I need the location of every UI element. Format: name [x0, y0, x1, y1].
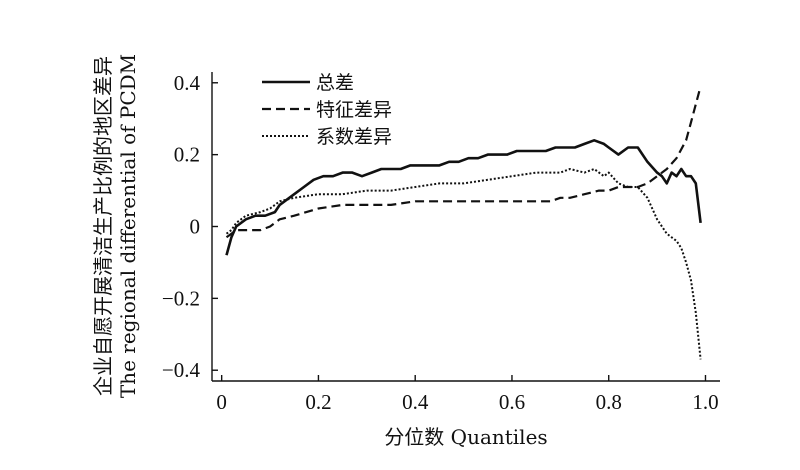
x-ticks: 0 0.2 0.4 0.6 0.8 1.0 [216, 375, 719, 414]
y-tick-label: −0.2 [162, 286, 200, 310]
series-line-solid [225, 139, 702, 256]
legend-label: 系数差异 [316, 126, 392, 148]
y-ticks: −0.4 −0.2 0 0.2 0.4 [162, 71, 218, 382]
x-tick-label: 0 [216, 390, 227, 414]
series-line-dotted [225, 168, 702, 360]
y-tick-label: 0.4 [174, 71, 201, 95]
y-tick-label: −0.4 [162, 358, 201, 382]
y-axis-title: 企业自愿开展清洁生产比例的地区差异 The regional different… [91, 54, 140, 398]
x-tick-label: 0.8 [596, 390, 622, 414]
legend-label: 特征差异 [316, 99, 392, 121]
x-tick-label: 1.0 [692, 390, 718, 414]
x-tick-label: 0.2 [305, 390, 331, 414]
x-tick-label: 0.6 [499, 390, 525, 414]
y-tick-label: 0.2 [174, 143, 200, 167]
y-axis-title-line-2: The regional differential of PCDM [116, 54, 140, 398]
series-group [225, 86, 702, 360]
x-tick-label: 0.4 [402, 390, 429, 414]
x-axis-title: 分位数 Quantiles [384, 425, 547, 449]
y-axis-title-line-1: 企业自愿开展清洁生产比例的地区差异 [91, 56, 115, 396]
axes [211, 72, 720, 382]
y-tick-label: 0 [190, 215, 201, 239]
legend-label: 总差 [316, 72, 354, 94]
